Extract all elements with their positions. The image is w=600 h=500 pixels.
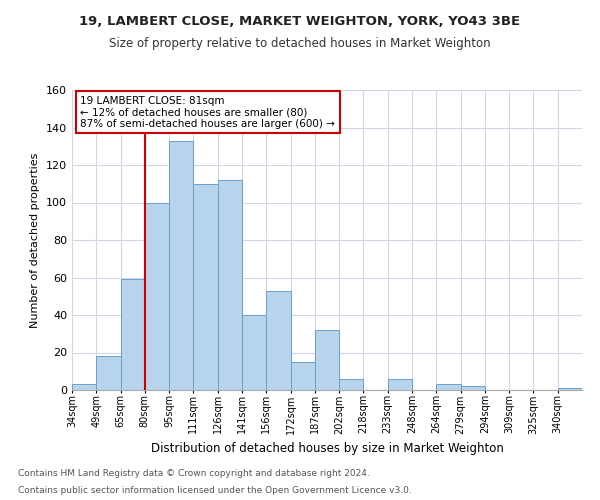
Bar [72,384,96,390]
Bar [290,362,315,390]
Bar [169,140,193,390]
Text: Contains HM Land Registry data © Crown copyright and database right 2024.: Contains HM Land Registry data © Crown c… [18,468,370,477]
Bar [121,280,145,390]
Bar [96,356,121,390]
Text: 19 LAMBERT CLOSE: 81sqm
← 12% of detached houses are smaller (80)
87% of semi-de: 19 LAMBERT CLOSE: 81sqm ← 12% of detache… [80,96,335,129]
Bar [339,379,364,390]
Bar [558,388,582,390]
Bar [436,384,461,390]
Bar [218,180,242,390]
Bar [242,315,266,390]
Text: Size of property relative to detached houses in Market Weighton: Size of property relative to detached ho… [109,38,491,51]
Text: Contains public sector information licensed under the Open Government Licence v3: Contains public sector information licen… [18,486,412,495]
Bar [388,379,412,390]
Y-axis label: Number of detached properties: Number of detached properties [31,152,40,328]
Bar [193,184,218,390]
Bar [461,386,485,390]
Text: 19, LAMBERT CLOSE, MARKET WEIGHTON, YORK, YO43 3BE: 19, LAMBERT CLOSE, MARKET WEIGHTON, YORK… [79,15,521,28]
Bar [266,290,290,390]
Bar [145,202,169,390]
X-axis label: Distribution of detached houses by size in Market Weighton: Distribution of detached houses by size … [151,442,503,455]
Bar [315,330,339,390]
